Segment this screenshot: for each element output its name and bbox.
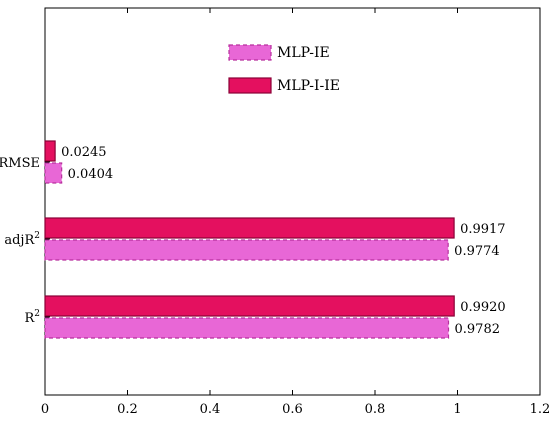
- x-tick-label: 1.2: [530, 402, 550, 417]
- data-label: 0.9774: [454, 244, 500, 259]
- y-axis-labels: R2 adjR2 RMSE: [0, 156, 50, 326]
- legend-label-mlp-ie: MLP-IE: [277, 45, 330, 61]
- x-tick-label: 0.4: [200, 402, 221, 417]
- legend-label-mlp-i-ie: MLP-I-IE: [277, 78, 340, 94]
- bar-mlp-i-ie-2: [44, 140, 56, 162]
- data-label: 0.9920: [460, 300, 506, 315]
- x-tick-label: 1: [453, 402, 461, 417]
- x-tick-label: 0.6: [282, 402, 303, 417]
- data-label: 0.0245: [61, 145, 106, 160]
- x-tick-label: 0: [41, 402, 49, 417]
- bar-mlp-ie-0: [44, 317, 450, 339]
- bar-mlp-ie-1: [44, 239, 449, 261]
- x-tick-label: 0.8: [365, 402, 386, 417]
- x-tick-label: 0.2: [117, 402, 138, 417]
- y-category-label: R2: [24, 309, 40, 326]
- data-label: 0.9917: [460, 222, 506, 237]
- legend-swatch-mlp-i-ie: [228, 77, 272, 94]
- y-category-label: adjR2: [4, 231, 40, 248]
- legend: MLP-IE MLP-I-IE: [228, 44, 340, 94]
- y-category-label: RMSE: [0, 156, 40, 171]
- value-labels-group: 0.9782 0.9774 0.0404 0.9920 0.9917 0.0245: [61, 145, 506, 337]
- data-label: 0.9782: [455, 322, 501, 337]
- x-axis-ticks: 0 0.2 0.4 0.6 0.8 1 1.2: [41, 8, 550, 417]
- bar-mlp-ie-2: [44, 162, 63, 184]
- bar-mlp-i-ie-0: [44, 295, 455, 317]
- bars-group: [44, 140, 455, 339]
- bar-mlp-i-ie-1: [44, 217, 455, 239]
- data-label: 0.0404: [68, 167, 114, 182]
- legend-swatch-mlp-ie: [228, 44, 272, 61]
